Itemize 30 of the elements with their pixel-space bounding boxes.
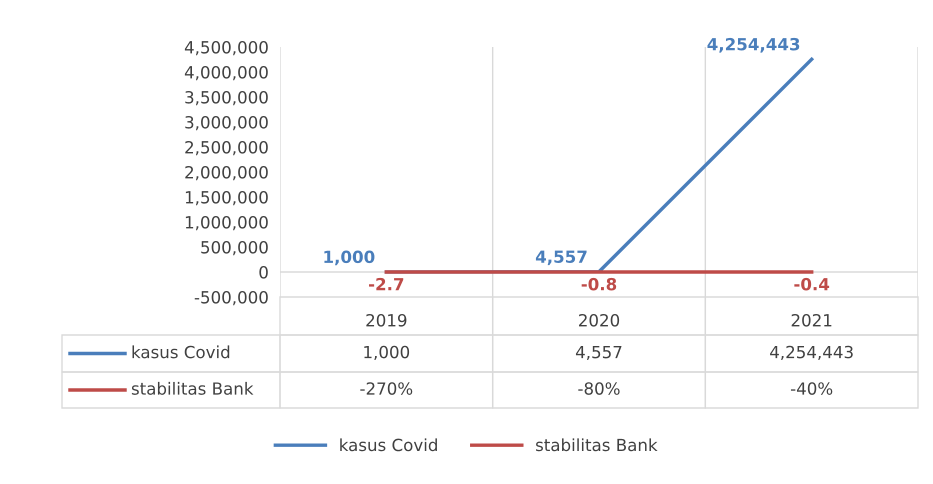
y-tick-label: 1,000,000 (186, 216, 268, 230)
y-tick-label: -500,000 (194, 290, 268, 306)
y-tick-label: 1,500,000 (186, 190, 268, 206)
data-label: -0.4 (794, 278, 830, 290)
y-tick-label: 4,000,000 (184, 66, 268, 80)
text: -80% (578, 382, 620, 395)
y-tick-label: 500,000 (201, 240, 268, 256)
x-tick-label: 2020 (579, 314, 620, 327)
y-tick-label: 2,000,000 (185, 166, 268, 180)
text: stabilitas Bank (132, 382, 254, 395)
y-tick-label: 0 (259, 266, 268, 279)
text: -270% (360, 382, 412, 395)
data-label: 4,557 (576, 346, 622, 360)
data-label: -2.7 (369, 278, 404, 290)
data-label: 4,254,443 (770, 346, 853, 360)
legend-label: stabilitas Bank (536, 438, 658, 452)
y-tick-label: 3,500,000 (185, 90, 268, 106)
data-label: 1,000 (364, 346, 410, 360)
text: 1,000 (324, 250, 374, 266)
text: -40% (790, 382, 832, 395)
y-tick-label: 3,000,000 (185, 116, 268, 130)
text: 4,557 (536, 250, 587, 266)
x-tick-label: 2021 (792, 314, 832, 327)
data-label: -0.8 (582, 278, 616, 290)
text: kasus Covid (132, 345, 230, 358)
text: 4,254,443 (707, 38, 800, 53)
y-tick-label: 2,500,000 (185, 140, 268, 156)
legend-label: kasus Covid (340, 438, 437, 452)
x-tick-label: 2019 (366, 314, 406, 327)
y-tick-label: 4,500,000 (184, 40, 268, 56)
